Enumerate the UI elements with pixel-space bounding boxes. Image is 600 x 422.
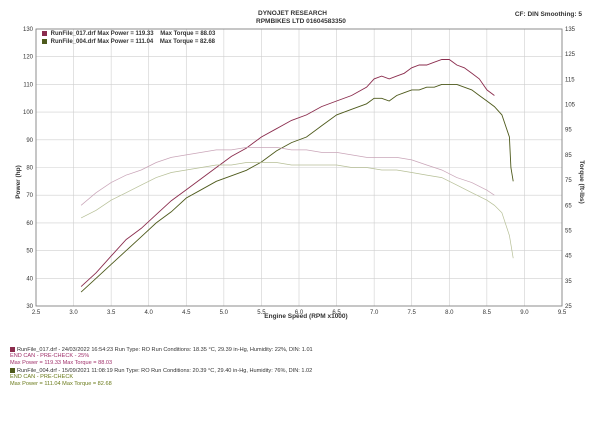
legend-swatch: [42, 31, 47, 36]
y2-tick-label: 55: [565, 228, 572, 234]
run-swatch: [10, 347, 15, 352]
y-tick-label: 40: [26, 276, 33, 282]
run-info-text: RunFile_017.drf - 24/03/2022 16:54:23 Ru…: [17, 347, 313, 353]
series-line-torque-runfile-004-drf: [80, 162, 514, 259]
axes: [35, 28, 563, 307]
x-tick-label: 4.0: [145, 310, 154, 316]
legend-torque-label: Max Torque =: [159, 39, 199, 45]
y-tick-label: 90: [26, 138, 33, 144]
y-tick-label: 120: [23, 55, 34, 61]
legend-power: 111.04: [135, 39, 154, 45]
x-tick-label: 3.5: [107, 310, 116, 316]
run-swatch: [10, 368, 15, 373]
series-line-torque-runfile-017-drf: [80, 147, 495, 206]
y2-tick-label: 75: [565, 178, 572, 184]
x-tick-label: 8.5: [483, 310, 492, 316]
x-tick-label: 4.5: [182, 310, 191, 316]
correction-factor: CF: DIN Smoothing: 5: [514, 11, 582, 18]
x-tick-label: 6.0: [295, 310, 304, 316]
legend-file: RunFile_017.drf: [50, 31, 96, 37]
series-line-power-runfile-017-drf: [80, 59, 495, 287]
legend-item: RunFile_004.drf Max Power = 111.04 Max T…: [42, 38, 215, 46]
series-line-power-runfile-004-drf: [80, 83, 514, 293]
chart-series: [80, 59, 514, 293]
run-info-2: RunFile_004.drf - 15/09/2021 11:08:19 Ru…: [10, 368, 312, 387]
legend-power-label: Max Power =: [97, 31, 134, 37]
y2-tick-label: 35: [565, 279, 572, 285]
y-tick-label: 100: [23, 110, 34, 116]
x-tick-label: 9.0: [520, 310, 529, 316]
y2-tick-label: 45: [565, 254, 572, 260]
run-info-note: END CAN - PRE-CHECK: [10, 374, 74, 381]
legend-power-label: Max Power =: [97, 39, 134, 45]
run-info-note: END CAN - PRE-CHECK - 25%: [10, 353, 90, 360]
y2-tick-label: 125: [565, 52, 576, 58]
legend-torque-label: Max Torque =: [160, 31, 199, 37]
y-tick-label: 110: [23, 82, 33, 88]
y-tick-label: 60: [26, 221, 33, 227]
y2-tick-label: 25: [565, 304, 572, 310]
y-tick-label: 80: [26, 166, 33, 172]
y2-tick-label: 65: [565, 203, 572, 209]
x-tick-label: 3.0: [69, 310, 78, 316]
chart-subtitle: RPMBIKES LTD 01604583350: [256, 18, 346, 25]
y-axis-label: Power (hp): [15, 165, 22, 199]
x-tick-label: 5.0: [220, 310, 229, 316]
legend-power: 119.33: [135, 31, 154, 37]
x-tick-label: 9.5: [558, 310, 567, 316]
y2-tick-label: 95: [565, 128, 572, 134]
legend-file: RunFile_004.drf: [50, 39, 96, 45]
y-tick-label: 70: [26, 193, 33, 199]
run-info-text: RunFile_004.drf - 15/09/2021 11:08:19 Ru…: [17, 368, 313, 374]
y-tick-label: 130: [23, 27, 34, 33]
legend: RunFile_017.drf Max Power = 119.33 Max T…: [42, 30, 215, 46]
x-tick-label: 7.0: [370, 310, 379, 316]
run-info-max: Max Power = 111.04 Max Torque = 82.68: [10, 380, 112, 387]
run-info-line: RunFile_004.drf - 15/09/2021 11:08:19 Ru…: [10, 368, 312, 374]
legend-torque: 82.68: [200, 39, 216, 45]
x-axis-label: Engine Speed (RPM x1000): [264, 313, 347, 320]
x-tick-label: 6.5: [332, 310, 341, 316]
y-tick-label: 50: [26, 249, 33, 255]
x-tick-label: 2.5: [32, 310, 41, 316]
plot-frame: [35, 28, 563, 307]
y2-tick-label: 85: [565, 153, 572, 159]
y2-tick-label: 135: [565, 27, 576, 33]
y2-axis-label: Torque (ft-lbs): [578, 160, 585, 204]
x-tick-label: 7.5: [408, 310, 417, 316]
run-info-line: RunFile_017.drf - 24/03/2022 16:54:23 Ru…: [10, 347, 313, 353]
legend-swatch: [42, 39, 47, 44]
tick-labels: 2.5 3.0 3.5 4.0 4.5 5.0 5.5 6.0 6.5 7.0 7.5 8.0 8.5 9…: [23, 27, 576, 316]
legend-item: RunFile_017.drf Max Power = 119.33 Max T…: [42, 30, 215, 38]
x-tick-label: 5.5: [257, 310, 266, 316]
grid-lines: [35, 28, 563, 307]
run-info-max: Max Power = 119.33 Max Torque = 88.03: [10, 359, 113, 366]
x-tick-label: 8.0: [445, 310, 454, 316]
y2-tick-label: 105: [565, 103, 576, 109]
y2-tick-label: 115: [565, 77, 575, 83]
run-info-1: RunFile_017.drf - 24/03/2022 16:54:23 Ru…: [10, 347, 313, 366]
chart-title: DYNOJET RESEARCH: [258, 10, 327, 17]
y-tick-label: 30: [26, 304, 33, 310]
legend-torque: 88.03: [200, 31, 216, 37]
